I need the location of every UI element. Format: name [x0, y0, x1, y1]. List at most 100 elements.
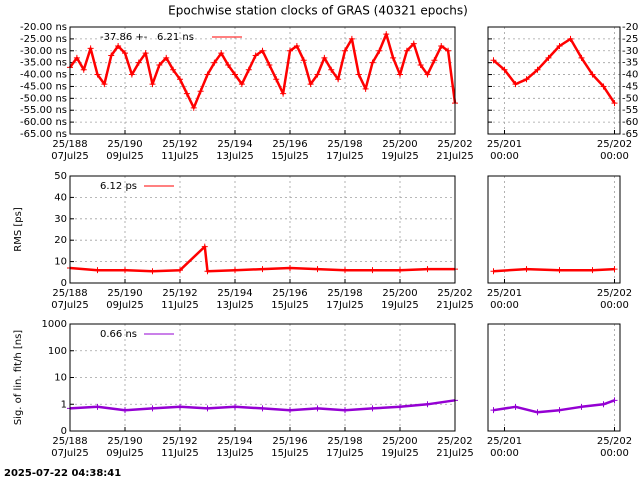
point-marker	[204, 268, 211, 275]
point-marker	[300, 57, 307, 64]
x-tick-sublabel: 07Jul25	[51, 300, 89, 311]
point-marker	[556, 43, 563, 50]
x-tick-label: 25/196	[272, 436, 307, 447]
x-tick-sublabel: 17Jul25	[326, 300, 364, 311]
x-tick-label: 25/202	[437, 139, 472, 150]
point-marker	[135, 59, 142, 66]
point-marker	[177, 76, 183, 83]
y-tick-label: -25	[622, 34, 638, 45]
y-tick-label: 1	[61, 399, 67, 410]
point-marker	[122, 407, 128, 414]
x-tick-label: 25/202	[437, 436, 472, 447]
timestamp: 2025-07-22 04:38:41	[4, 468, 121, 479]
y-tick-label: -65.00 ns	[20, 129, 67, 140]
plot-frame	[487, 323, 621, 432]
point-marker	[108, 52, 115, 59]
point-marker	[490, 407, 497, 414]
point-marker	[589, 71, 596, 78]
point-marker	[424, 401, 431, 408]
point-marker	[101, 81, 108, 88]
y-axis-label: Sig. of lin. fit/h [ns]	[13, 330, 24, 425]
point-marker	[431, 57, 438, 64]
point-marker	[190, 104, 197, 111]
point-marker	[149, 81, 156, 88]
y-axis-label: RMS [ps]	[13, 207, 24, 252]
point-marker	[403, 47, 410, 54]
x-tick-label: 25/188	[52, 288, 87, 299]
point-marker	[589, 267, 596, 274]
y-tick-label: -35.00 ns	[20, 58, 67, 69]
point-marker	[611, 100, 618, 107]
point-marker	[523, 266, 530, 273]
x-tick-sublabel: 11Jul25	[161, 151, 199, 162]
point-marker	[567, 35, 574, 42]
point-marker	[600, 83, 607, 90]
y-tick-label: 50	[54, 171, 67, 182]
point-marker	[204, 71, 211, 78]
point-marker	[545, 54, 552, 61]
y-tick-label: -20.00 ns	[20, 22, 67, 33]
point-marker	[232, 403, 238, 410]
point-marker	[397, 267, 403, 274]
point-marker	[348, 35, 355, 42]
x-tick-label: 25/188	[52, 139, 87, 150]
point-marker	[376, 47, 383, 54]
point-marker	[417, 62, 424, 69]
series-line	[69, 245, 455, 273]
point-marker	[424, 266, 431, 273]
point-marker	[314, 71, 321, 78]
x-tick-label: 25/198	[327, 436, 362, 447]
legend-label: 0.66 ns	[100, 329, 137, 340]
x-tick-sublabel: 00:00	[490, 300, 519, 311]
point-marker	[445, 47, 452, 54]
x-tick-sublabel: 15Jul25	[271, 448, 309, 459]
x-tick-label: 25/200	[382, 288, 417, 299]
x-tick-sublabel: 00:00	[490, 151, 519, 162]
x-tick-sublabel: 19Jul25	[381, 448, 419, 459]
y-tick-label: -50.00 ns	[20, 93, 67, 104]
point-marker	[238, 81, 245, 88]
series-line	[68, 32, 457, 110]
point-marker	[369, 405, 376, 412]
x-tick-sublabel: 17Jul25	[326, 448, 364, 459]
point-marker	[94, 71, 101, 78]
point-marker	[225, 62, 232, 69]
y-tick-label: 0	[61, 278, 67, 289]
x-tick-sublabel: 13Jul25	[216, 151, 254, 162]
point-marker	[314, 405, 321, 412]
x-tick-label: 25/190	[107, 436, 142, 447]
point-marker	[523, 76, 530, 83]
point-marker	[273, 76, 280, 83]
point-marker	[73, 54, 80, 61]
x-tick-label: 25/192	[162, 139, 197, 150]
x-tick-label: 25/194	[217, 139, 252, 150]
point-marker	[245, 66, 252, 73]
x-tick-label: 25/196	[272, 288, 307, 299]
y-tick-label: 30	[54, 214, 67, 225]
x-tick-label: 25/192	[162, 288, 197, 299]
point-marker	[232, 71, 238, 78]
point-marker	[578, 403, 585, 410]
point-marker	[252, 52, 259, 59]
x-tick-label: 25/202	[597, 436, 632, 447]
x-tick-label: 25/201	[487, 436, 522, 447]
y-tick-label: 100	[48, 346, 67, 357]
point-marker	[287, 407, 293, 414]
point-marker	[266, 62, 273, 69]
x-tick-sublabel: 00:00	[600, 300, 629, 311]
x-tick-label: 25/192	[162, 436, 197, 447]
chart-title: Epochwise station clocks of GRAS (40321 …	[168, 4, 468, 18]
x-tick-label: 25/202	[597, 139, 632, 150]
y-tick-label: -60	[622, 117, 638, 128]
x-tick-sublabel: 19Jul25	[381, 151, 419, 162]
y-tick-label: -45	[622, 81, 638, 92]
point-marker	[287, 265, 293, 272]
y-tick-label: -25.00 ns	[20, 34, 67, 45]
point-marker	[149, 405, 156, 412]
legend-label: -37.86 +- 6.21 ns	[100, 32, 194, 43]
point-marker	[342, 267, 348, 274]
point-marker	[122, 50, 128, 57]
point-marker	[342, 47, 348, 54]
y-tick-label: -20	[622, 22, 638, 33]
